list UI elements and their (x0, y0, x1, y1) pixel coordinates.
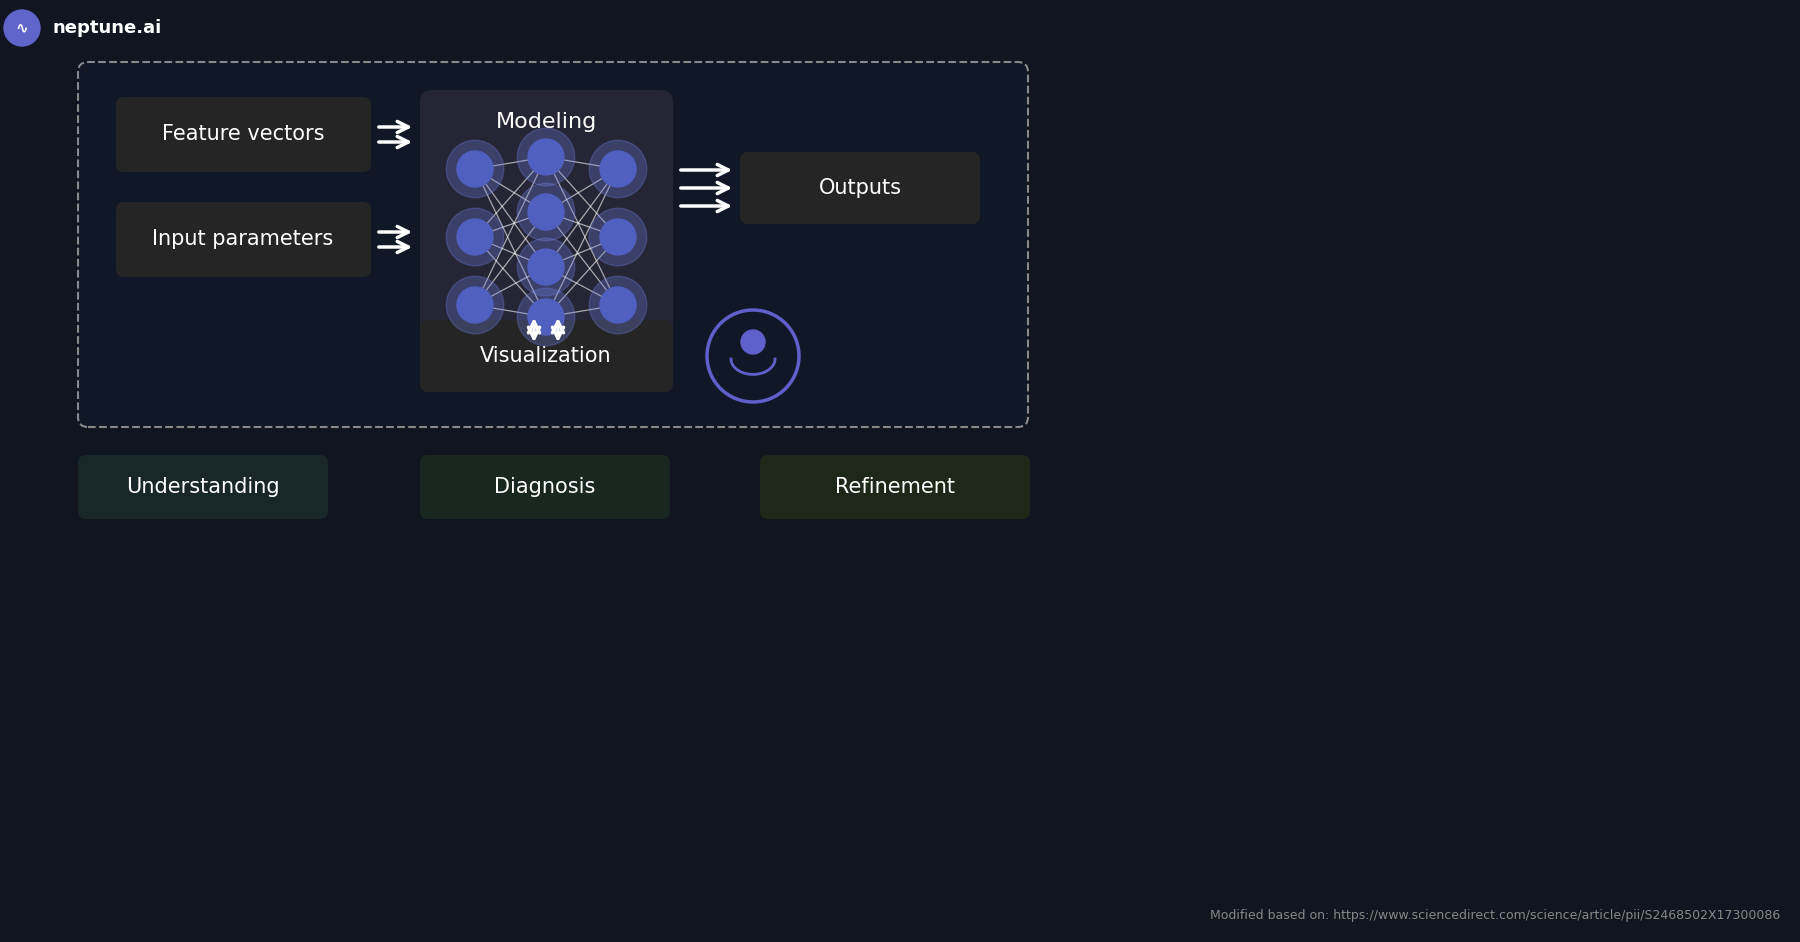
FancyBboxPatch shape (115, 202, 371, 277)
Text: neptune.ai: neptune.ai (52, 19, 162, 37)
Text: Input parameters: Input parameters (153, 229, 333, 249)
Text: Diagnosis: Diagnosis (495, 477, 596, 497)
Circle shape (742, 330, 765, 354)
Circle shape (589, 208, 646, 266)
Circle shape (517, 288, 574, 346)
FancyBboxPatch shape (419, 455, 670, 519)
Circle shape (599, 287, 635, 323)
Circle shape (589, 140, 646, 198)
Circle shape (457, 219, 493, 255)
FancyBboxPatch shape (77, 62, 1028, 427)
Circle shape (707, 310, 799, 402)
Text: Modified based on: https://www.sciencedirect.com/science/article/pii/S2468502X17: Modified based on: https://www.sciencedi… (1210, 909, 1780, 922)
Circle shape (599, 219, 635, 255)
Circle shape (457, 151, 493, 187)
Text: ∿: ∿ (16, 21, 29, 36)
Text: Feature vectors: Feature vectors (162, 124, 324, 144)
Circle shape (517, 128, 574, 186)
Circle shape (446, 140, 504, 198)
FancyBboxPatch shape (419, 320, 673, 392)
Circle shape (527, 194, 563, 230)
Text: Understanding: Understanding (126, 477, 279, 497)
Circle shape (517, 238, 574, 296)
Text: Refinement: Refinement (835, 477, 956, 497)
Circle shape (589, 276, 646, 333)
FancyBboxPatch shape (419, 90, 673, 340)
FancyBboxPatch shape (740, 152, 979, 224)
Text: Outputs: Outputs (819, 178, 902, 198)
Circle shape (4, 10, 40, 46)
Circle shape (527, 299, 563, 335)
Circle shape (457, 287, 493, 323)
Text: Visualization: Visualization (481, 346, 612, 366)
FancyBboxPatch shape (77, 455, 328, 519)
Circle shape (517, 183, 574, 241)
FancyBboxPatch shape (115, 97, 371, 172)
Circle shape (527, 249, 563, 285)
Circle shape (527, 139, 563, 175)
Circle shape (446, 276, 504, 333)
FancyBboxPatch shape (760, 455, 1030, 519)
Circle shape (599, 151, 635, 187)
Circle shape (446, 208, 504, 266)
Text: Modeling: Modeling (495, 112, 596, 132)
